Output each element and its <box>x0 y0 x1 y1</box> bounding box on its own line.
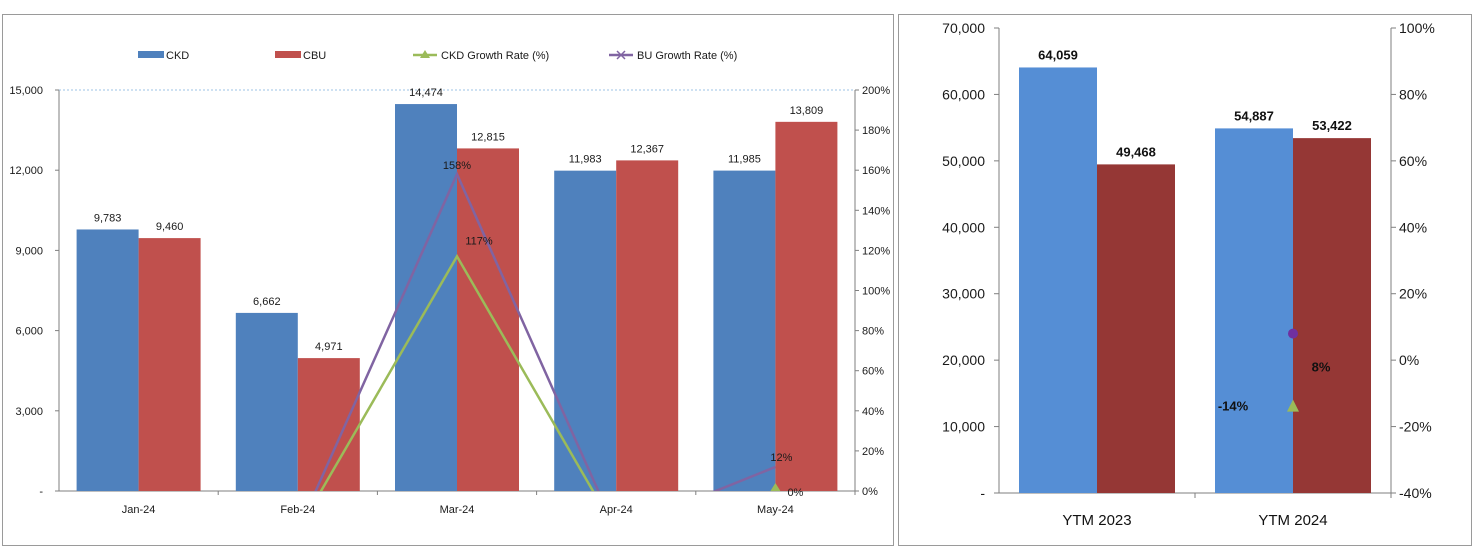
y2-tick-label: 80% <box>1399 86 1427 102</box>
bar-ckd <box>713 170 776 491</box>
x-tick-label: May-24 <box>757 504 794 516</box>
bar-ckd <box>1019 67 1097 493</box>
bar-cbu <box>138 238 201 491</box>
bar-value-label: 12,815 <box>471 131 505 143</box>
y2-tick-label: 40% <box>862 406 884 418</box>
bar-value-label: 12,367 <box>630 143 664 155</box>
bar-ckd <box>76 229 139 491</box>
ckd-growth-marker <box>1287 399 1299 412</box>
bu-growth-marker <box>1288 328 1298 339</box>
bar-value-label: 11,985 <box>728 154 761 166</box>
y2-tick-label: 20% <box>1399 286 1427 302</box>
bu-growth-label: 8% <box>1312 360 1331 375</box>
growth-value-label: 0% <box>787 487 803 499</box>
legend-triangle-marker <box>420 50 430 58</box>
legend-swatch <box>275 51 301 58</box>
y-tick-label: 10,000 <box>942 419 985 435</box>
ytm-chart: - 10,000 20,000 30,000 40,000 50,000 60,000 70,… <box>942 20 1435 529</box>
line-bu-growth <box>314 171 776 491</box>
y-tick-label: 9,000 <box>15 245 43 257</box>
y-tick-label: - <box>39 486 43 498</box>
bar-value-label: 9,783 <box>94 212 122 224</box>
y-tick-label: 40,000 <box>942 219 985 235</box>
bar-value-label: 64,059 <box>1038 47 1078 62</box>
bar-ckd <box>395 104 457 491</box>
y2-tick-label: 140% <box>862 205 890 217</box>
y2-tick-label: 60% <box>862 366 884 378</box>
y2-tick-label: 40% <box>1399 219 1427 235</box>
y2-tick-label: 0% <box>862 486 878 498</box>
legend-label: BU Growth Rate (%) <box>637 50 737 62</box>
growth-value-label: 12% <box>770 452 792 464</box>
legend-label: CBU <box>303 50 326 62</box>
bar-cbu <box>616 160 679 492</box>
bar-value-label: 13,809 <box>790 105 824 117</box>
y-tick-label: 12,000 <box>9 165 43 177</box>
y-tick-label: 3,000 <box>15 406 43 418</box>
y-tick-label: 30,000 <box>942 286 985 302</box>
monthly-chart: - 3,000 6,000 9,000 12,000 15,000 0% 20% 40% 60% 8… <box>9 50 890 516</box>
y-tick-label: 50,000 <box>942 153 985 169</box>
legend-label: CKD <box>166 50 189 62</box>
growth-value-label: 158% <box>443 160 471 172</box>
right-chart-panel: - 10,000 20,000 30,000 40,000 50,000 60,000 70,… <box>898 14 1472 546</box>
y2-tick-label: 80% <box>862 326 884 338</box>
bar-ckd <box>1215 128 1293 493</box>
y2-tick-label: 0% <box>1399 352 1419 368</box>
bar-value-label: 6,662 <box>253 296 281 308</box>
bar-cbu <box>775 121 838 491</box>
y2-tick-label: 160% <box>862 165 890 177</box>
legend-swatch <box>138 51 164 58</box>
ckd-growth-marker <box>770 483 781 491</box>
x-tick-label: YTM 2023 <box>1062 512 1131 529</box>
y-tick-label: 70,000 <box>942 20 985 36</box>
x-tick-label: Mar-24 <box>440 504 475 516</box>
bar-cbu <box>297 358 360 491</box>
y2-tick-label: 100% <box>862 286 890 298</box>
bar-cbu <box>1293 138 1371 493</box>
y2-tick-label: 20% <box>862 446 884 458</box>
y-tick-label: 20,000 <box>942 352 985 368</box>
line-ckd-growth <box>319 253 776 491</box>
bar-cbu <box>1097 164 1175 493</box>
y-tick-label: - <box>980 485 985 501</box>
y2-tick-label: 60% <box>1399 153 1427 169</box>
y-tick-label: 15,000 <box>9 85 43 97</box>
left-chart-panel: - 3,000 6,000 9,000 12,000 15,000 0% 20% 40% 60% 8… <box>2 14 894 546</box>
bar-ckd <box>554 170 617 491</box>
legend-x-marker <box>616 50 626 60</box>
growth-value-label: 117% <box>465 235 493 247</box>
bar-ckd <box>235 312 298 491</box>
y2-tick-label: -40% <box>1399 485 1432 501</box>
bar-value-label: 14,474 <box>409 87 443 99</box>
y2-tick-label: 100% <box>1399 20 1435 36</box>
x-tick-label: Feb-24 <box>280 504 315 516</box>
legend-label: CKD Growth Rate (%) <box>441 50 549 62</box>
bar-cbu <box>457 148 519 491</box>
ckd-growth-label: -14% <box>1218 399 1249 414</box>
x-tick-label: Apr-24 <box>600 504 633 516</box>
x-tick-label: Jan-24 <box>122 504 156 516</box>
y2-tick-label: 180% <box>862 125 890 137</box>
y2-tick-label: -20% <box>1399 419 1432 435</box>
y-tick-label: 60,000 <box>942 86 985 102</box>
y2-tick-label: 200% <box>862 85 890 97</box>
bar-value-label: 9,460 <box>156 221 184 233</box>
bar-value-label: 54,887 <box>1234 108 1274 123</box>
bar-value-label: 11,983 <box>569 154 602 166</box>
y2-tick-label: 120% <box>862 245 890 257</box>
bar-value-label: 49,468 <box>1116 144 1156 159</box>
bar-value-label: 4,971 <box>315 341 343 353</box>
x-tick-label: YTM 2024 <box>1258 512 1327 529</box>
y-tick-label: 6,000 <box>15 326 43 338</box>
bar-value-label: 53,422 <box>1312 118 1352 133</box>
